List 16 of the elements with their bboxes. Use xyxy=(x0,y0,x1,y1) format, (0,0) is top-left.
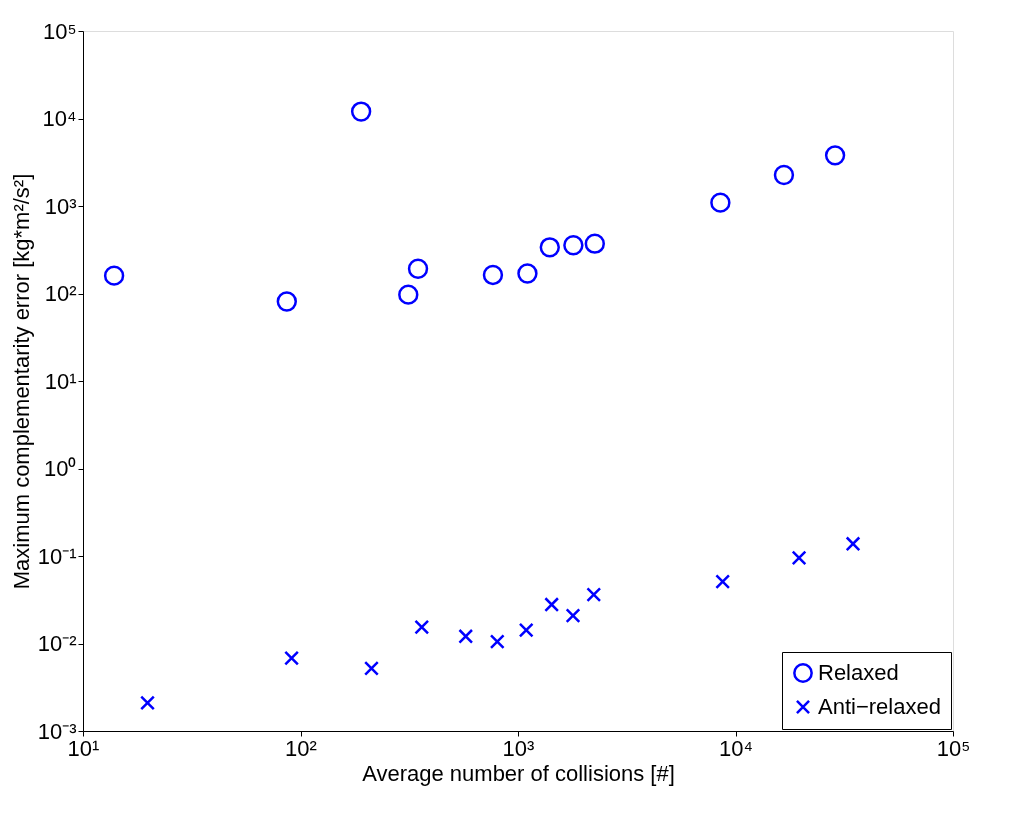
x-axis-title: Average number of collisions [#] xyxy=(362,760,675,786)
y-axis-title: Maximum complementarity error [kg*m²/s²] xyxy=(8,173,34,590)
legend-label: Relaxed xyxy=(818,660,899,685)
y-tick-label: 10⁰ xyxy=(44,456,77,481)
y-tick-label: 10⁻¹ xyxy=(37,543,77,569)
x-tick-label: 10⁴ xyxy=(719,735,753,761)
y-tick-label: 10⁴ xyxy=(42,106,77,131)
y-tick-label: 10² xyxy=(44,281,77,306)
y-tick-label: 10¹ xyxy=(44,368,77,394)
legend-label: Anti−relaxed xyxy=(818,694,941,719)
y-tick-label: 10⁵ xyxy=(42,18,77,44)
x-tick-label: 10³ xyxy=(502,735,535,761)
x-tick-label: 10⁵ xyxy=(936,735,971,761)
y-tick-label: 10⁻² xyxy=(37,631,77,656)
y-tick-label: 10³ xyxy=(44,193,77,219)
x-tick-label: 10² xyxy=(285,735,317,761)
